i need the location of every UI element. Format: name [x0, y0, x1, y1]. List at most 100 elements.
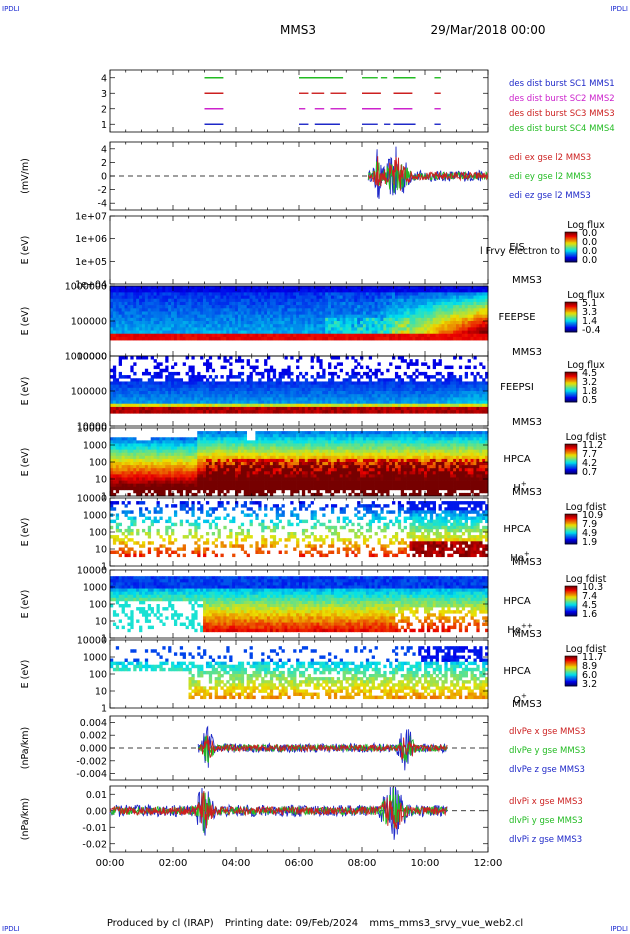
- spectrogram-cell: [173, 314, 178, 319]
- spectrogram-cell: [482, 324, 486, 328]
- spectrogram-cell: [383, 305, 387, 309]
- spectrogram-cell: [293, 292, 297, 296]
- spectrogram-cell: [464, 403, 468, 408]
- spectrogram-cell: [392, 381, 396, 385]
- spectrogram-cell: [476, 371, 480, 376]
- spectrogram-cell: [394, 365, 399, 370]
- spectrogram-cell: [450, 391, 454, 395]
- spectrogram-cell: [453, 387, 457, 392]
- spectrogram-cell: [153, 458, 157, 463]
- spectrogram-cell: [197, 371, 201, 376]
- spectrogram-cell: [299, 384, 303, 389]
- spectrogram-cell: [162, 452, 166, 457]
- spectrogram-cell: [482, 391, 486, 395]
- spectrogram-cell: [214, 336, 218, 341]
- spectrogram-cell: [162, 289, 166, 293]
- spectrogram-cell: [162, 462, 166, 466]
- spectrogram-cell: [458, 400, 463, 405]
- spectrogram-cell: [205, 314, 210, 319]
- spectrogram-cell: [191, 330, 195, 335]
- spectrogram-cell: [159, 437, 163, 441]
- spectrogram-cell: [162, 324, 166, 328]
- spectrogram-cell: [374, 384, 378, 389]
- spectrogram-cell: [438, 384, 442, 389]
- spectrogram-cell: [220, 286, 224, 290]
- spectrogram-cell: [461, 397, 466, 401]
- spectrogram-cell: [365, 403, 370, 408]
- spectrogram-cell: [124, 311, 128, 315]
- spectrogram-cell: [203, 387, 207, 392]
- spectrogram-cell: [176, 387, 181, 392]
- spectrogram-cell: [147, 458, 152, 463]
- spectrogram-cell: [197, 403, 201, 408]
- spectrogram-cell: [203, 362, 207, 366]
- spectrogram-cell: [208, 365, 213, 370]
- spectrogram-cell: [141, 471, 146, 475]
- spectrogram-cell: [176, 462, 181, 466]
- spectrogram-cell: [136, 286, 140, 290]
- spectrogram-cell: [365, 381, 370, 385]
- spectrogram-cell: [136, 324, 140, 328]
- spectrogram-cell: [319, 397, 323, 401]
- spectrogram-cell: [258, 330, 262, 335]
- spectrogram-cell: [141, 446, 146, 450]
- spectrogram-cell: [127, 468, 131, 472]
- spectrogram-cell: [383, 317, 387, 322]
- spectrogram-cell: [368, 324, 373, 328]
- spectrogram-cell: [110, 394, 114, 398]
- spectrogram-cell: [150, 305, 154, 309]
- spectrogram-cell: [214, 289, 218, 293]
- spectrogram-cell: [110, 449, 114, 454]
- spectrogram-cell: [467, 308, 471, 312]
- spectrogram-cell: [362, 311, 367, 315]
- spectrogram-cell: [252, 397, 256, 401]
- spectrogram-cell: [301, 308, 306, 312]
- spectrogram-cell: [424, 292, 428, 296]
- spectrogram-cell: [447, 305, 451, 309]
- instrument-label: FEEPSE: [498, 312, 535, 323]
- spectrogram-cell: [330, 387, 335, 392]
- spectrogram-cell: [464, 301, 468, 306]
- spectrogram-cell: [386, 311, 390, 315]
- spectrogram-cell: [249, 410, 253, 414]
- spectrogram-cell: [394, 406, 399, 411]
- spectrogram-cell: [226, 336, 230, 341]
- spectrogram-cell: [316, 400, 320, 405]
- spectrogram-cell: [403, 410, 407, 414]
- spectrogram-cell: [444, 403, 448, 408]
- spectrogram-cell: [290, 387, 294, 392]
- spectrogram-cell: [432, 400, 437, 405]
- spectrogram-cell: [360, 321, 364, 325]
- spectrogram-cell: [368, 327, 373, 331]
- spectrogram-cell: [182, 440, 186, 444]
- spectrogram-cell: [211, 292, 216, 296]
- spectrogram-cell: [278, 324, 282, 328]
- colorbar-swatch: [565, 309, 577, 312]
- spectrogram-cell: [205, 295, 210, 300]
- spectrogram-cell: [185, 452, 189, 457]
- spectrogram-cell: [464, 305, 468, 309]
- spectrogram-cell: [171, 468, 175, 472]
- spectrogram-cell: [255, 371, 259, 376]
- spectrogram-cell: [156, 330, 160, 335]
- colorbar-swatch: [565, 400, 577, 403]
- spectrogram-cell: [165, 391, 169, 395]
- spectrogram-cell: [156, 480, 160, 484]
- spectrogram-cell: [144, 330, 149, 335]
- spectrogram-cell: [168, 483, 172, 488]
- spectrogram-cell: [301, 333, 306, 338]
- spectrogram-cell: [136, 455, 140, 460]
- spectrogram-cell: [418, 391, 422, 395]
- spectrogram-cell: [159, 465, 163, 469]
- spectrogram-cell: [133, 336, 137, 341]
- spectrogram-cell: [429, 301, 434, 306]
- spectrogram-cell: [203, 324, 207, 328]
- spectrogram-cell: [354, 292, 358, 296]
- spectrogram-cell: [191, 483, 195, 488]
- spectrogram-cell: [394, 330, 399, 335]
- spectrogram-cell: [272, 321, 277, 325]
- spectrogram-cell: [424, 400, 428, 405]
- spectrogram-cell: [171, 327, 175, 331]
- spectrogram-cell: [415, 289, 419, 293]
- spectrogram-cell: [205, 308, 210, 312]
